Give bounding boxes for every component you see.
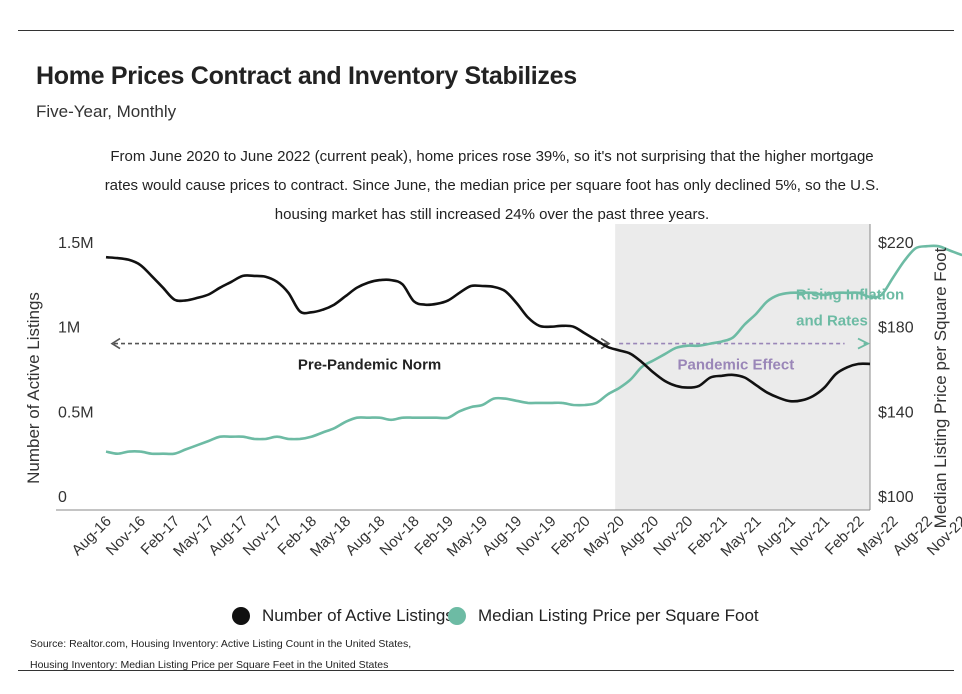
annotation-rising-inflation: Rising Inflation [796, 287, 904, 304]
norm-arrow-head-right [600, 337, 611, 350]
legend-label-listings: Number of Active Listings [262, 606, 454, 625]
bottom-rule [18, 670, 954, 671]
y-tick-label-left: 1M [58, 320, 80, 337]
top-rule [18, 30, 954, 31]
chart-subtitle: Five-Year, Monthly [36, 102, 177, 121]
annotation-pandemic-effect: Pandemic Effect [678, 357, 795, 374]
legend-item-listings: Number of Active Listings [232, 606, 454, 626]
legend-swatch-listings [232, 607, 250, 625]
line-chart: Pre-Pandemic Norm Pandemic Effect Rising I… [24, 224, 962, 560]
source-line-1: Source: Realtor.com, Housing Inventory: … [30, 638, 412, 650]
y-tick-label-right: $100 [878, 489, 914, 506]
y-tick-label-right: $180 [878, 320, 914, 337]
chart-description: From June 2020 to June 2022 (current pea… [104, 148, 880, 223]
chart-title: Home Prices Contract and Inventory Stabi… [36, 62, 577, 90]
series-line-listings [105, 255, 871, 403]
annotation-and-rates: and Rates [796, 313, 868, 330]
source-line-2: Housing Inventory: Median Listing Price … [30, 659, 389, 671]
y-tick-label-left: 0 [58, 489, 67, 506]
y-axis-label-left: Number of Active Listings [24, 292, 43, 484]
chart-legend: Number of Active Listings Median Listing… [0, 606, 962, 632]
annotation-pre-pandemic: Pre-Pandemic Norm [298, 357, 441, 374]
y-tick-label-right: $140 [878, 404, 914, 421]
inflation-arrow-head [857, 337, 871, 350]
norm-arrow-head-left [110, 337, 121, 350]
y-tick-label-left: 1.5M [58, 235, 94, 252]
y-axis-label-right: Median Listing Price per Square Foot [931, 247, 950, 528]
legend-item-price: Median Listing Price per Square Foot [448, 606, 759, 626]
legend-label-price: Median Listing Price per Square Foot [478, 606, 759, 625]
legend-swatch-price [448, 607, 466, 625]
y-tick-label-right: $220 [878, 235, 914, 252]
series-line-price [105, 244, 962, 456]
y-tick-label-left: 0.5M [58, 404, 94, 421]
shaded-region [615, 224, 870, 510]
